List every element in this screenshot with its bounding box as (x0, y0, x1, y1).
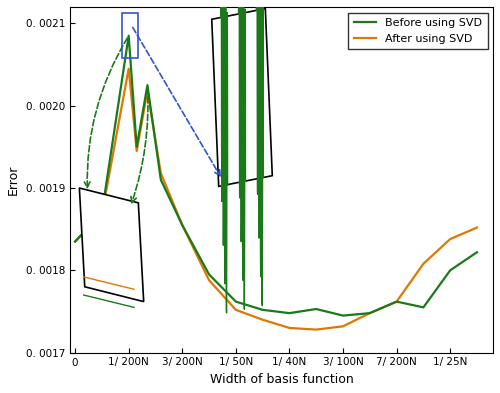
Bar (122, 13, 138, 58)
Polygon shape (212, 9, 272, 186)
Polygon shape (80, 188, 144, 301)
X-axis label: Width of basis function: Width of basis function (210, 373, 354, 386)
Legend: Before using SVD, After using SVD: Before using SVD, After using SVD (348, 13, 488, 49)
Y-axis label: Error: Error (7, 165, 20, 195)
